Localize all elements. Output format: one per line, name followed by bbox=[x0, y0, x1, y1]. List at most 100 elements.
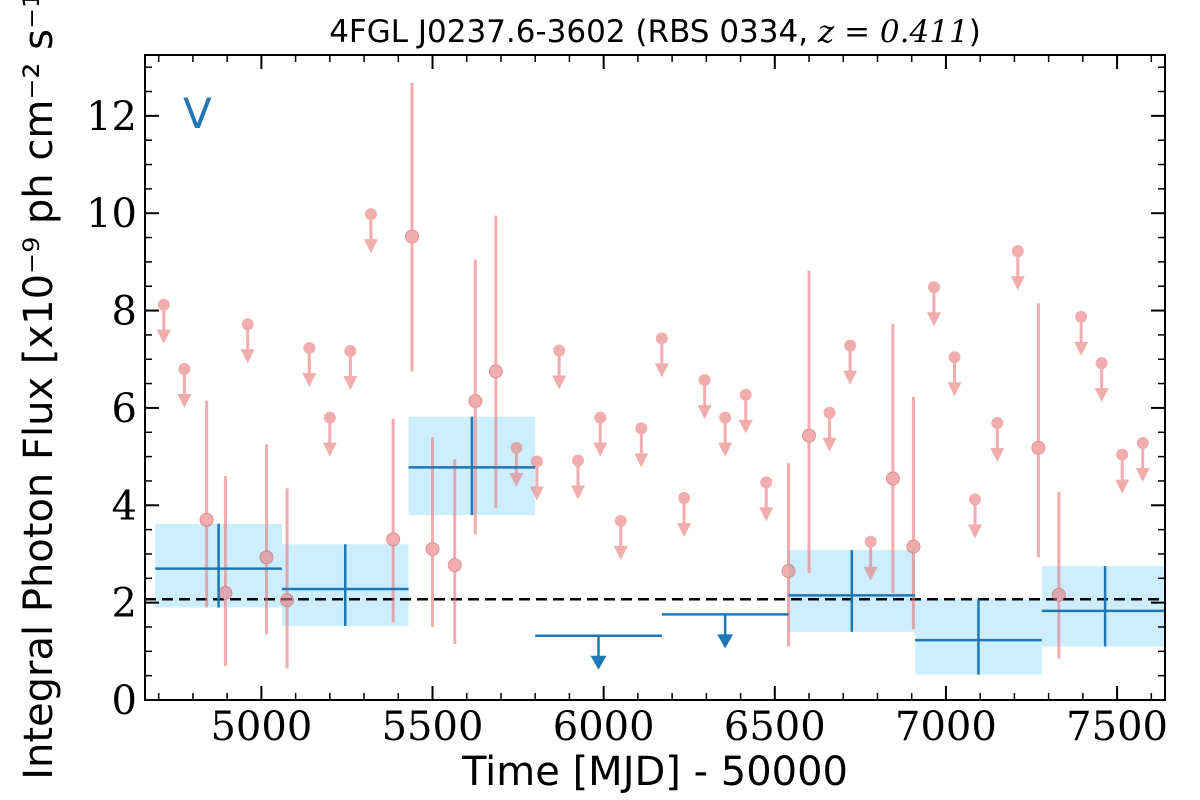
yearly-upper-limit bbox=[535, 634, 662, 670]
y-tick-label: 0 bbox=[112, 678, 137, 724]
monthly-upper-limit bbox=[718, 411, 733, 457]
monthly-detection bbox=[280, 488, 295, 669]
monthly-upper-limit-arrow bbox=[822, 437, 837, 452]
monthly-detection bbox=[199, 400, 214, 608]
y-tick-labels: 0 2 4 6 8 10 12 bbox=[86, 94, 137, 724]
monthly-upper-limit-arrow bbox=[634, 453, 649, 468]
monthly-detection bbox=[259, 444, 274, 635]
monthly-detection bbox=[404, 82, 419, 372]
monthly-upper-limit bbox=[1074, 310, 1089, 356]
monthly-upper-limit bbox=[156, 298, 171, 344]
monthly-upper-limit-arrow bbox=[363, 239, 378, 254]
monthly-flux-point bbox=[1031, 440, 1046, 455]
monthly-upper-limit-arrow bbox=[156, 329, 171, 344]
monthly-upper-limit-arrow bbox=[697, 405, 712, 420]
y-tick-label: 8 bbox=[112, 289, 137, 335]
monthly-upper-limit bbox=[759, 476, 774, 522]
monthly-flux-point bbox=[218, 585, 233, 600]
monthly-upper-limit-arrow bbox=[677, 522, 692, 537]
monthly-flux-point bbox=[906, 539, 921, 554]
monthly-upper-limit-arrow bbox=[552, 375, 567, 390]
chart-title-suffix: ) bbox=[969, 14, 981, 50]
monthly-detection bbox=[468, 259, 483, 535]
yearly-detection bbox=[155, 523, 282, 608]
monthly-upper-limit bbox=[302, 342, 317, 388]
monthly-upper-limit-arrow bbox=[863, 566, 878, 581]
monthly-upper-limit bbox=[343, 344, 358, 390]
monthly-upper-limit-arrow bbox=[968, 524, 983, 539]
monthly-upper-limit bbox=[947, 351, 962, 397]
plot-area bbox=[145, 82, 1165, 675]
y-tick-label: 6 bbox=[112, 386, 137, 432]
monthly-upper-limit bbox=[363, 208, 378, 254]
monthly-upper-limit-arrow bbox=[343, 375, 358, 390]
yearly-upper-limit-arrow bbox=[590, 655, 607, 670]
chart-title-prefix: 4FGL J0237.6-3602 (RBS 0334, bbox=[329, 14, 818, 50]
y-tick-label: 10 bbox=[86, 191, 137, 237]
monthly-upper-limit-arrow bbox=[177, 393, 192, 408]
y-tick-label: 4 bbox=[112, 483, 137, 529]
monthly-upper-limit-arrow bbox=[1094, 388, 1109, 403]
monthly-upper-limit bbox=[552, 344, 567, 390]
monthly-upper-limit-arrow bbox=[1010, 276, 1025, 291]
monthly-upper-limit-arrow bbox=[322, 442, 337, 457]
x-tick-label: 5500 bbox=[382, 704, 484, 750]
monthly-flux-point bbox=[781, 564, 796, 578]
monthly-flux-point bbox=[259, 550, 274, 565]
yearly-upper-limit bbox=[661, 613, 789, 649]
monthly-detection bbox=[885, 323, 900, 593]
monthly-upper-limit-arrow bbox=[613, 545, 628, 560]
monthly-flux-point bbox=[404, 229, 419, 244]
monthly-upper-limit-arrow bbox=[1135, 467, 1150, 482]
yearly-upper-limit-arrow bbox=[717, 634, 734, 649]
yearly-detection bbox=[408, 416, 536, 516]
x-tick-labels: 5000 5500 6000 6500 7000 7500 bbox=[210, 704, 1168, 750]
monthly-detection bbox=[1051, 492, 1066, 659]
yearly-detection bbox=[788, 550, 916, 632]
monthly-upper-limit-arrow bbox=[926, 312, 941, 327]
monthly-upper-limit bbox=[677, 491, 692, 537]
y-tick-label: 2 bbox=[112, 581, 137, 627]
monthly-upper-limit-arrow bbox=[654, 363, 669, 378]
monthly-flux-point bbox=[199, 512, 214, 527]
chart-title-redshift: z = 0.411 bbox=[817, 14, 969, 50]
yearly-detection bbox=[915, 599, 1042, 675]
monthly-upper-limit-arrow bbox=[529, 486, 544, 501]
monthly-detection bbox=[781, 462, 796, 647]
monthly-upper-limit bbox=[990, 417, 1005, 463]
monthly-upper-limit bbox=[1094, 357, 1109, 403]
monthly-upper-limit-arrow bbox=[1074, 341, 1089, 356]
monthly-upper-limit-arrow bbox=[843, 370, 858, 385]
monthly-upper-limit bbox=[1115, 448, 1130, 494]
monthly-upper-limit-arrow bbox=[570, 485, 585, 500]
monthly-upper-limit bbox=[926, 281, 941, 327]
monthly-points bbox=[156, 82, 1150, 669]
monthly-upper-limit bbox=[177, 362, 192, 408]
monthly-flux-point bbox=[1051, 587, 1066, 602]
monthly-upper-limit bbox=[654, 332, 669, 378]
yearly-detection bbox=[281, 544, 409, 627]
x-tick-label: 7000 bbox=[895, 704, 997, 750]
monthly-flux-point bbox=[468, 394, 483, 409]
monthly-upper-limit bbox=[697, 374, 712, 420]
yearly-error-box bbox=[1041, 566, 1165, 647]
monthly-upper-limit bbox=[570, 454, 585, 500]
band-label: V bbox=[183, 89, 212, 138]
x-axis-label: Time [MJD] - 50000 bbox=[461, 749, 848, 795]
monthly-upper-limit bbox=[634, 422, 649, 468]
monthly-detection bbox=[218, 476, 233, 666]
monthly-upper-limit bbox=[843, 339, 858, 385]
monthly-upper-limit-arrow bbox=[759, 507, 774, 522]
monthly-detection bbox=[802, 270, 817, 574]
chart-title: 4FGL J0237.6-3602 (RBS 0334, z = 0.411) bbox=[329, 14, 981, 50]
monthly-upper-limit-arrow bbox=[509, 472, 524, 487]
y-axis-label: Integral Photon Flux [x10⁻⁹ ph cm⁻² s⁻¹] bbox=[16, 0, 62, 780]
monthly-detection bbox=[447, 459, 462, 645]
monthly-upper-limit-arrow bbox=[240, 349, 255, 364]
yearly-error-boxes bbox=[155, 416, 1165, 675]
monthly-upper-limit bbox=[822, 406, 837, 452]
monthly-flux-point bbox=[802, 428, 817, 443]
monthly-flux-point bbox=[425, 542, 440, 557]
monthly-flux-point bbox=[447, 558, 462, 573]
